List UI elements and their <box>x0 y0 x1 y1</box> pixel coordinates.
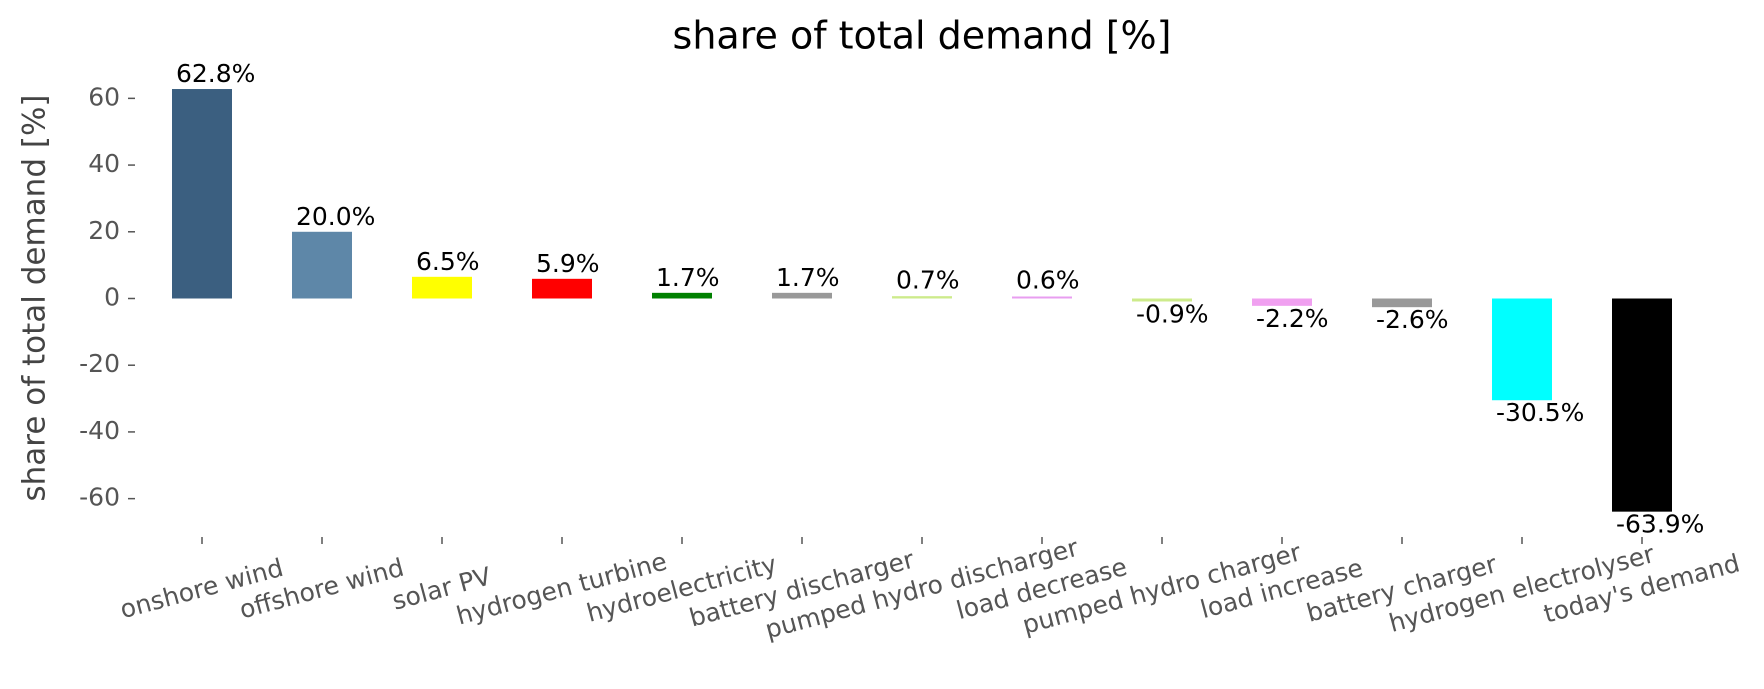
bar <box>412 276 472 299</box>
y-tick-label: -60 <box>79 483 120 512</box>
value-label: 0.7% <box>896 266 960 295</box>
bar <box>1252 298 1312 306</box>
value-label: -2.2% <box>1256 304 1329 333</box>
y-tick-label: 40 <box>88 149 120 178</box>
bar <box>652 292 712 299</box>
value-label: -63.9% <box>1616 510 1704 539</box>
value-label: -0.9% <box>1136 300 1209 329</box>
bar <box>892 296 952 299</box>
bar <box>1492 298 1552 401</box>
bar <box>172 89 232 299</box>
value-label: 0.6% <box>1016 266 1080 295</box>
value-label: -2.6% <box>1376 305 1449 334</box>
value-label: 1.7% <box>656 263 720 292</box>
y-tick-label: -20 <box>79 349 120 378</box>
bar <box>292 231 352 299</box>
bar <box>772 292 832 299</box>
y-tick-label: -40 <box>79 416 120 445</box>
y-tick-label: 20 <box>88 216 120 245</box>
value-label: 6.5% <box>416 247 480 276</box>
value-label: 20.0% <box>296 202 375 231</box>
bar <box>532 278 592 299</box>
y-tick-label: 60 <box>88 82 120 111</box>
value-label: -30.5% <box>1496 398 1584 427</box>
y-axis-label: share of total demand [%] <box>17 94 53 501</box>
value-label: 1.7% <box>776 263 840 292</box>
value-label: 5.9% <box>536 249 600 278</box>
bar <box>1612 298 1672 512</box>
bar <box>1012 296 1072 299</box>
value-label: 62.8% <box>176 59 255 88</box>
y-tick-label: 0 <box>104 283 120 312</box>
chart-title: share of total demand [%] <box>673 14 1172 58</box>
bar <box>1372 298 1432 308</box>
bar <box>1132 298 1192 302</box>
